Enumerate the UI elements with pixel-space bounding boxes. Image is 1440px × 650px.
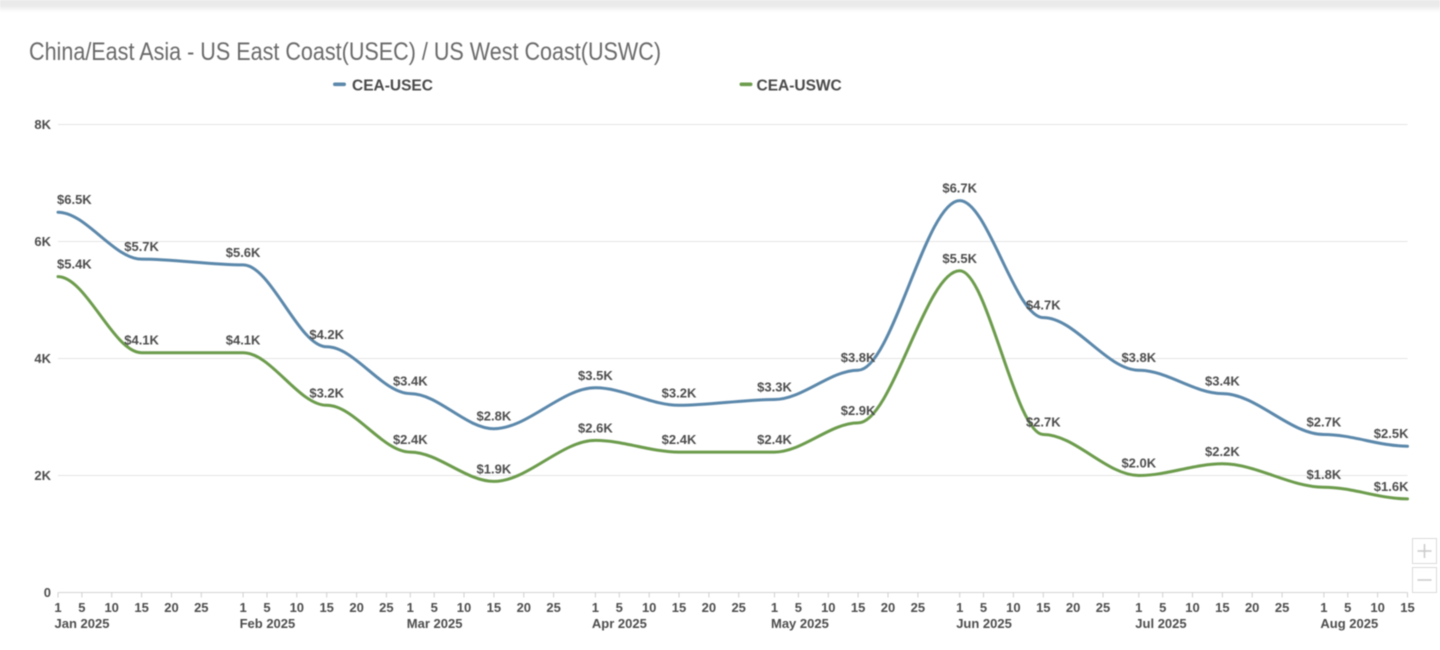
svg-text:20: 20 — [881, 600, 895, 615]
svg-text:1: 1 — [771, 600, 778, 615]
svg-text:$2.9K: $2.9K — [841, 403, 876, 418]
svg-text:10: 10 — [1006, 600, 1020, 615]
svg-text:5: 5 — [78, 600, 85, 615]
svg-text:Mar 2025: Mar 2025 — [407, 616, 463, 631]
svg-text:$6.7K: $6.7K — [942, 181, 977, 196]
svg-text:10: 10 — [1370, 600, 1384, 615]
svg-text:10: 10 — [104, 600, 118, 615]
svg-text:6K: 6K — [34, 234, 51, 249]
svg-text:Feb 2025: Feb 2025 — [240, 616, 296, 631]
svg-text:15: 15 — [1400, 600, 1414, 615]
svg-text:$4.7K: $4.7K — [1026, 298, 1061, 313]
svg-text:10: 10 — [821, 600, 835, 615]
svg-text:15: 15 — [672, 600, 686, 615]
svg-text:5: 5 — [616, 600, 623, 615]
svg-text:$3.4K: $3.4K — [1205, 374, 1240, 389]
svg-text:$5.4K: $5.4K — [57, 257, 92, 272]
svg-text:$3.3K: $3.3K — [757, 380, 792, 395]
svg-text:$1.9K: $1.9K — [477, 461, 512, 476]
svg-text:5: 5 — [1159, 600, 1166, 615]
svg-text:CEA-USEC: CEA-USEC — [352, 78, 433, 95]
svg-text:$5.5K: $5.5K — [942, 251, 977, 266]
svg-text:10: 10 — [1185, 600, 1199, 615]
svg-text:20: 20 — [702, 600, 716, 615]
svg-text:20: 20 — [1245, 600, 1259, 615]
svg-text:15: 15 — [851, 600, 865, 615]
svg-text:$4.2K: $4.2K — [309, 327, 344, 342]
svg-text:$5.7K: $5.7K — [124, 239, 159, 254]
svg-text:$2.0K: $2.0K — [1121, 456, 1156, 471]
svg-text:$2.2K: $2.2K — [1205, 444, 1240, 459]
svg-text:$3.4K: $3.4K — [393, 374, 428, 389]
svg-text:1: 1 — [1135, 600, 1142, 615]
svg-text:5: 5 — [263, 600, 270, 615]
svg-text:0: 0 — [44, 585, 51, 600]
svg-text:$3.2K: $3.2K — [309, 385, 344, 400]
svg-text:15: 15 — [487, 600, 501, 615]
svg-text:2K: 2K — [34, 468, 51, 483]
svg-text:$2.4K: $2.4K — [757, 432, 792, 447]
svg-text:$2.7K: $2.7K — [1026, 415, 1061, 430]
svg-text:$3.8K: $3.8K — [841, 350, 876, 365]
svg-text:$6.5K: $6.5K — [57, 192, 92, 207]
svg-text:5: 5 — [980, 600, 987, 615]
svg-text:1: 1 — [956, 600, 963, 615]
svg-text:1: 1 — [407, 600, 414, 615]
svg-text:5: 5 — [795, 600, 802, 615]
svg-text:1: 1 — [1320, 600, 1327, 615]
svg-text:25: 25 — [194, 600, 208, 615]
svg-text:$3.8K: $3.8K — [1121, 350, 1156, 365]
svg-text:$2.8K: $2.8K — [477, 409, 512, 424]
svg-text:15: 15 — [1215, 600, 1229, 615]
svg-text:$1.8K: $1.8K — [1307, 467, 1342, 482]
svg-text:Apr 2025: Apr 2025 — [592, 616, 647, 631]
svg-text:5: 5 — [1344, 600, 1351, 615]
svg-text:25: 25 — [1096, 600, 1110, 615]
svg-text:10: 10 — [642, 600, 656, 615]
svg-text:4K: 4K — [34, 351, 51, 366]
svg-text:$5.6K: $5.6K — [226, 245, 261, 260]
svg-text:25: 25 — [379, 600, 393, 615]
svg-text:25: 25 — [731, 600, 745, 615]
svg-text:Jul 2025: Jul 2025 — [1135, 616, 1186, 631]
svg-text:8K: 8K — [34, 117, 51, 132]
svg-text:Jun 2025: Jun 2025 — [956, 616, 1012, 631]
svg-text:1: 1 — [239, 600, 246, 615]
svg-text:15: 15 — [319, 600, 333, 615]
svg-text:Jan 2025: Jan 2025 — [55, 616, 110, 631]
svg-text:China/East Asia - US East Coas: China/East Asia - US East Coast(USEC) / … — [29, 38, 661, 66]
svg-text:CEA-USWC: CEA-USWC — [757, 78, 842, 95]
svg-text:$2.5K: $2.5K — [1374, 426, 1409, 441]
svg-text:25: 25 — [1275, 600, 1289, 615]
svg-text:25: 25 — [911, 600, 925, 615]
svg-text:25: 25 — [546, 600, 560, 615]
svg-text:15: 15 — [1036, 600, 1050, 615]
svg-text:$2.4K: $2.4K — [662, 432, 697, 447]
svg-text:Aug 2025: Aug 2025 — [1320, 616, 1378, 631]
svg-text:$3.5K: $3.5K — [578, 368, 613, 383]
svg-text:1: 1 — [54, 600, 61, 615]
svg-text:$1.6K: $1.6K — [1374, 479, 1409, 494]
svg-text:10: 10 — [290, 600, 304, 615]
svg-text:$2.6K: $2.6K — [578, 420, 613, 435]
svg-text:20: 20 — [517, 600, 531, 615]
svg-text:10: 10 — [457, 600, 471, 615]
svg-text:$4.1K: $4.1K — [226, 333, 261, 348]
svg-text:$4.1K: $4.1K — [124, 333, 159, 348]
svg-text:$2.4K: $2.4K — [393, 432, 428, 447]
svg-text:20: 20 — [349, 600, 363, 615]
svg-text:May 2025: May 2025 — [771, 616, 829, 631]
svg-text:$2.7K: $2.7K — [1307, 415, 1342, 430]
svg-text:20: 20 — [164, 600, 178, 615]
svg-text:5: 5 — [431, 600, 438, 615]
svg-text:15: 15 — [134, 600, 148, 615]
svg-text:20: 20 — [1066, 600, 1080, 615]
svg-text:1: 1 — [592, 600, 599, 615]
svg-text:$3.2K: $3.2K — [662, 385, 697, 400]
